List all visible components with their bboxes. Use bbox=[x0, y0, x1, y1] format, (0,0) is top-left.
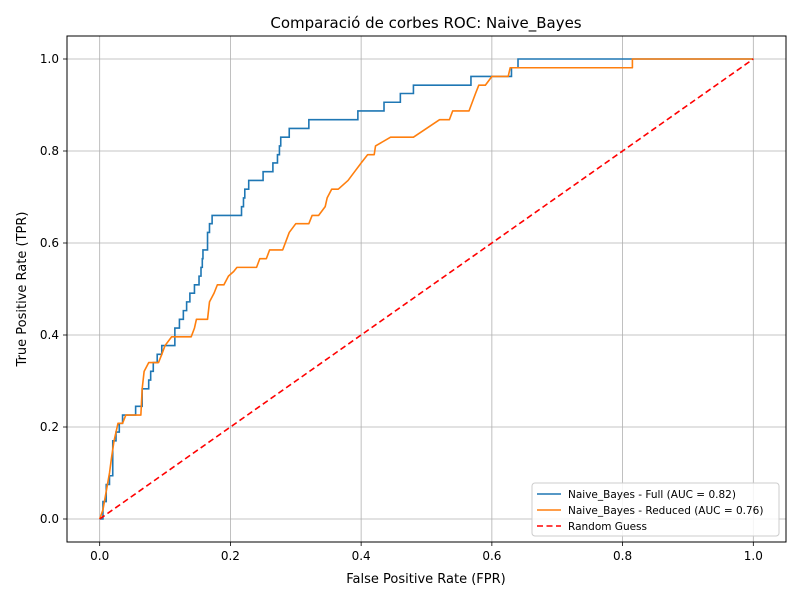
roc-line-reduced bbox=[98, 58, 754, 520]
y-axis-label: True Positive Rate (TPR) bbox=[15, 212, 30, 368]
y-tick-label-0: 0.0 bbox=[40, 512, 59, 526]
x-tick-label-2: 0.4 bbox=[352, 549, 371, 563]
legend-box bbox=[531, 482, 780, 537]
y-tick-label-3: 0.6 bbox=[40, 236, 59, 250]
random-guess-line bbox=[99, 58, 754, 520]
series-layer bbox=[98, 58, 754, 520]
roc-line-full bbox=[99, 58, 754, 520]
grid bbox=[67, 36, 786, 542]
x-tick-label-3: 0.6 bbox=[482, 549, 501, 563]
y-tick-label-1: 0.2 bbox=[40, 420, 59, 434]
legend-label-reduced: Naive_Bayes - Reduced (AUC = 0.76) bbox=[568, 505, 763, 517]
axes-frame bbox=[66, 35, 787, 543]
legend: Naive_Bayes - Full (AUC = 0.82) Naive_Ba… bbox=[531, 482, 780, 537]
y-tick-label-4: 0.8 bbox=[40, 144, 59, 158]
x-tick-label-0: 0.0 bbox=[90, 549, 109, 563]
x-tick-label-1: 0.2 bbox=[221, 549, 240, 563]
ticks: 0.0 0.2 0.4 0.6 0.8 1.0 0.0 0.2 0.4 0.6 0.8 1.0 bbox=[40, 52, 763, 563]
x-tick-label-5: 1.0 bbox=[744, 549, 763, 563]
y-tick-label-2: 0.4 bbox=[40, 328, 59, 342]
x-axis-label: False Positive Rate (FPR) bbox=[346, 572, 505, 587]
legend-label-random: Random Guess bbox=[568, 521, 647, 533]
y-tick-label-5: 1.0 bbox=[40, 52, 59, 66]
x-tick-label-4: 0.8 bbox=[613, 549, 632, 563]
chart-title: Comparació de corbes ROC: Naive_Bayes bbox=[270, 14, 581, 33]
legend-label-full: Naive_Bayes - Full (AUC = 0.82) bbox=[568, 489, 736, 501]
